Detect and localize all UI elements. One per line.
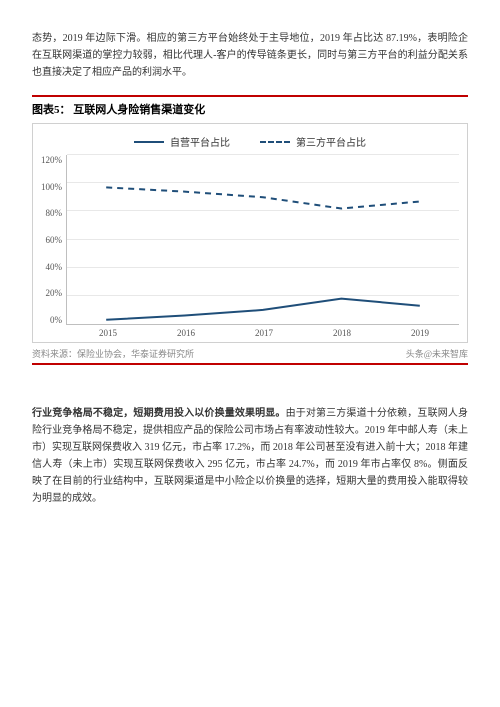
legend-line-dash-icon: [260, 141, 290, 143]
chart-svg: [67, 155, 459, 324]
x-axis: 2015 2016 2017 2018 2019: [69, 325, 459, 338]
x-tick: 2016: [147, 328, 225, 338]
chart-source-row: 资料来源：保险业协会，华泰证券研究所 头条@未来智库: [32, 347, 468, 365]
y-tick: 0%: [50, 315, 62, 325]
chart-title: 图表5： 互联网人身险销售渠道变化: [32, 104, 205, 116]
para2-body: 由于对第三方渠道十分依赖，互联网人身险行业竞争格局不稳定，提供相应产品的保险公司…: [32, 408, 468, 504]
y-tick: 60%: [46, 235, 63, 245]
y-tick: 120%: [41, 155, 62, 165]
legend-line-solid-icon: [134, 141, 164, 143]
para2-bold-lead: 行业竞争格局不稳定，短期费用投入以价换量效果明显。: [32, 408, 286, 419]
x-tick: 2018: [303, 328, 381, 338]
plot-wrap: 120% 100% 80% 60% 40% 20% 0%: [41, 155, 459, 325]
y-tick: 80%: [46, 208, 63, 218]
watermark-text: 头条@未来智库: [406, 347, 468, 360]
x-tick: 2015: [69, 328, 147, 338]
legend-series1-label: 自营平台占比: [170, 134, 230, 149]
legend-series1: 自营平台占比: [134, 134, 230, 149]
plot-area: [66, 155, 459, 325]
y-axis: 120% 100% 80% 60% 40% 20% 0%: [41, 155, 66, 325]
y-tick: 20%: [46, 288, 63, 298]
x-tick: 2019: [381, 328, 459, 338]
chart-legend: 自营平台占比 第三方平台占比: [41, 134, 459, 149]
legend-series2-label: 第三方平台占比: [296, 134, 366, 149]
chart-title-bar: 图表5： 互联网人身险销售渠道变化: [32, 95, 468, 117]
chart-container: 自营平台占比 第三方平台占比 120% 100% 80% 60% 40% 20%…: [32, 123, 468, 343]
chart-source: 资料来源：保险业协会，华泰证券研究所: [32, 347, 194, 360]
x-tick: 2017: [225, 328, 303, 338]
y-tick: 40%: [46, 262, 63, 272]
legend-series2: 第三方平台占比: [260, 134, 366, 149]
body-paragraph-2: 行业竞争格局不稳定，短期费用投入以价换量效果明显。由于对第三方渠道十分依赖，互联…: [32, 405, 468, 507]
intro-paragraph: 态势，2019 年边际下滑。相应的第三方平台始终处于主导地位，2019 年占比达…: [32, 30, 468, 81]
y-tick: 100%: [41, 182, 62, 192]
